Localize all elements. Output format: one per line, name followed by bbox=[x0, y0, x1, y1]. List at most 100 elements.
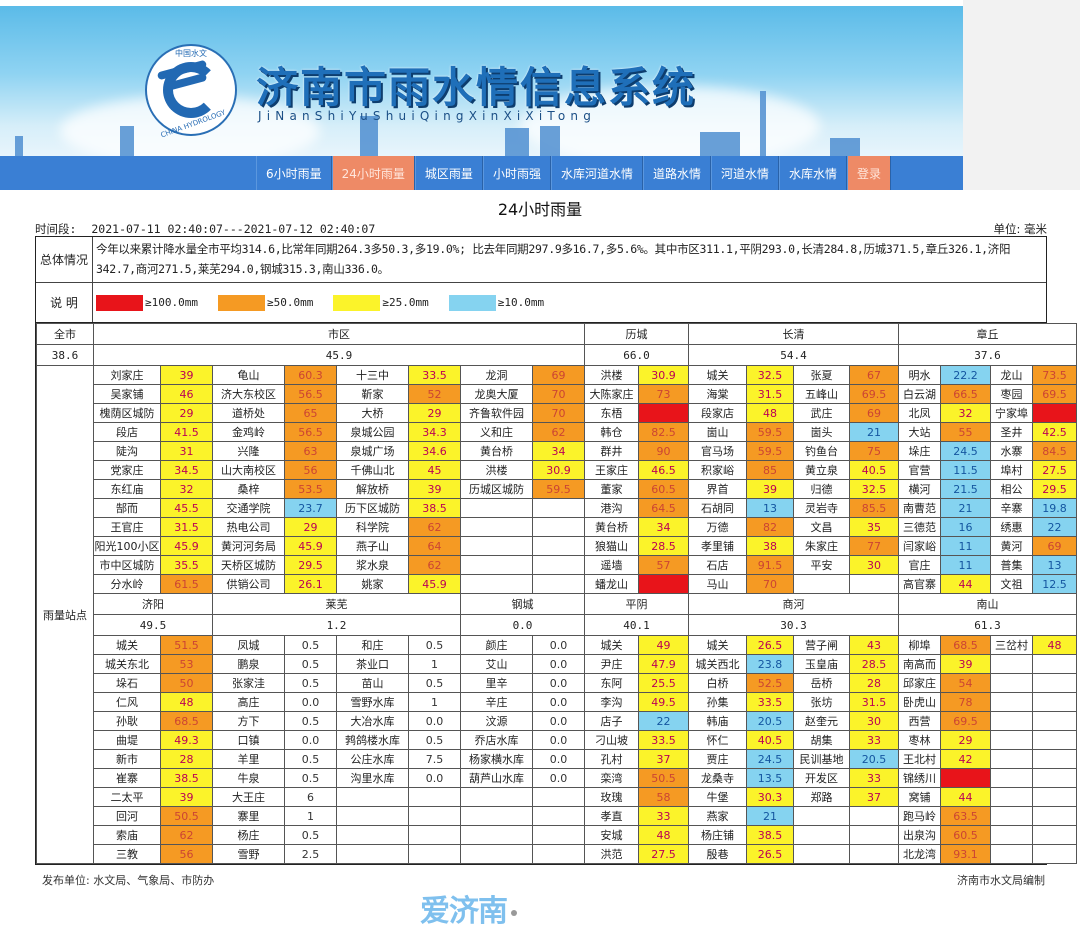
table-row: 城关 51.5 凤城 0.5 和庄 0.5 颜庄 0.0 城关 49 城关 26.5 营子闸 43 柳埠 68… bbox=[37, 635, 1077, 655]
station-name: 交通学院 bbox=[212, 498, 285, 518]
station-name: 积家峪 bbox=[688, 460, 747, 480]
watermark: 爱济南 bbox=[420, 886, 517, 930]
rainfall-value: 30.3 bbox=[746, 787, 794, 807]
legend-swatch-icon bbox=[217, 294, 265, 311]
rainfall-value: 1 bbox=[408, 654, 461, 674]
region-average: 37.6 bbox=[898, 344, 1077, 366]
station-name: 城关东北 bbox=[93, 654, 161, 674]
station-name: 绣惠 bbox=[990, 517, 1033, 537]
rainfall-value bbox=[1032, 787, 1077, 807]
main-nav: 6小时雨量 24小时雨量 城区雨量 小时雨强 水库河道水情 道路水情 河道水情 水库水情 登录 bbox=[0, 156, 963, 190]
rainfall-value: 29.5 bbox=[1032, 479, 1077, 499]
nav-tab[interactable]: 6小时雨量 bbox=[256, 156, 332, 190]
rainfall-value: 69.5 bbox=[1032, 384, 1077, 404]
rainfall-value: 48 bbox=[638, 825, 689, 845]
nav-tab[interactable]: 水库水情 bbox=[779, 156, 848, 190]
nav-tab[interactable]: 道路水情 bbox=[642, 156, 711, 190]
station-name bbox=[990, 844, 1033, 864]
rainfall-value: 28 bbox=[160, 749, 213, 769]
rainfall-value: 43 bbox=[849, 635, 899, 655]
station-name: 供销公司 bbox=[212, 574, 285, 594]
table-row: 新市 28 羊里 0.5 公庄水库 7.5 杨家横水库 0.0 孔村 37 贾庄 24.5 民训基地 20… bbox=[37, 749, 1077, 769]
rainfall-value: 68.5 bbox=[160, 711, 213, 731]
rainfall-value: 45 bbox=[408, 460, 461, 480]
station-name: 市中区城防 bbox=[93, 555, 161, 575]
station-name: 公庄水库 bbox=[336, 749, 409, 769]
station-name: 西营 bbox=[898, 711, 941, 731]
station-name: 普集 bbox=[990, 555, 1033, 575]
rainfall-value: 56 bbox=[284, 460, 337, 480]
station-name: 孙耿 bbox=[93, 711, 161, 731]
table-row: 回河 50.5 寨里 1 孝直 33 燕家 21 跑马岭 63.5 bbox=[37, 806, 1077, 826]
station-name: 白云湖 bbox=[898, 384, 941, 404]
rainfall-value: 34.5 bbox=[160, 460, 213, 480]
station-name: 南高而 bbox=[898, 654, 941, 674]
station-name: 山大南校区 bbox=[212, 460, 285, 480]
rainfall-value: 93.1 bbox=[940, 844, 991, 864]
skyline-decoration bbox=[760, 91, 766, 156]
station-name: 朱家庄 bbox=[793, 536, 850, 556]
rainfall-value: 42.5 bbox=[1032, 422, 1077, 442]
rainfall-value: 39 bbox=[160, 787, 213, 807]
publisher-note: 发布单位: 水文局、气象局、市防办 bbox=[42, 874, 215, 887]
table-row: 曲堤 49.3 口镇 0.0 鹁鸽楼水库 0.5 乔店水库 0.0 刁山坡 33.5 怀仁 40.5 胡… bbox=[37, 730, 1077, 750]
station-name: 文祖 bbox=[990, 574, 1033, 594]
station-name bbox=[460, 517, 533, 537]
station-name: 栾湾 bbox=[584, 768, 639, 788]
table-row: 三教 56 雪野 2.5 洪范 27.5 殷巷 26.5 北龙湾 93.1 bbox=[37, 844, 1077, 864]
station-name: 董家 bbox=[584, 479, 639, 499]
region-average: 66.0 bbox=[584, 344, 689, 366]
rainfall-value: 11.5 bbox=[940, 460, 991, 480]
rainfall-value: 30 bbox=[849, 711, 899, 731]
station-name: 苗山 bbox=[336, 673, 409, 693]
station-name: 济大东校区 bbox=[212, 384, 285, 404]
table-row: 雨量站点 刘家庄 39 龟山 60.3 十三中 33.5 龙洞 69 洪楼 30.9 城关 32.5 张夏… bbox=[36, 365, 1077, 864]
station-name: 凤城 bbox=[212, 635, 285, 655]
rainfall-value bbox=[532, 498, 585, 518]
station-name bbox=[793, 825, 850, 845]
rainfall-value: 21 bbox=[849, 422, 899, 442]
rainfall-value: 0.5 bbox=[284, 673, 337, 693]
station-name: 雪野水库 bbox=[336, 692, 409, 712]
rainfall-value: 20.5 bbox=[746, 711, 794, 731]
station-name: 官庄 bbox=[898, 555, 941, 575]
rainfall-value: 0.5 bbox=[284, 654, 337, 674]
station-name: 黄河河务局 bbox=[212, 536, 285, 556]
rainfall-value: 42 bbox=[940, 749, 991, 769]
rainfall-value: 24.5 bbox=[746, 749, 794, 769]
station-name: 锦绣川 bbox=[898, 768, 941, 788]
station-name: 遥墙 bbox=[584, 555, 639, 575]
nav-tab[interactable]: 城区雨量 bbox=[414, 156, 483, 190]
station-name bbox=[990, 711, 1033, 731]
station-name bbox=[990, 806, 1033, 826]
rainfall-value: 46.5 bbox=[638, 460, 689, 480]
table-row: 陡沟 31 兴隆 63 泉城广场 34.6 黄台桥 34 群井 90 官马场 59.5 钓鱼台 75 垛庄 2… bbox=[37, 441, 1077, 461]
rainfall-value bbox=[849, 806, 899, 826]
station-name bbox=[336, 787, 409, 807]
rainfall-value: 62 bbox=[532, 422, 585, 442]
rainfall-value bbox=[1032, 825, 1077, 845]
station-name: 张坊 bbox=[793, 692, 850, 712]
station-name: 东阿 bbox=[584, 673, 639, 693]
nav-tab[interactable]: 水库河道水情 bbox=[550, 156, 643, 190]
station-name: 白桥 bbox=[688, 673, 747, 693]
rainfall-value: 32.5 bbox=[746, 365, 794, 385]
station-name: 洪范 bbox=[584, 844, 639, 864]
nav-tab[interactable]: 小时雨强 bbox=[482, 156, 551, 190]
login-button[interactable]: 登录 bbox=[847, 156, 892, 190]
rainfall-value: 31.5 bbox=[849, 692, 899, 712]
station-name: 泉城广场 bbox=[336, 441, 409, 461]
station-name: 城关西北 bbox=[688, 654, 747, 674]
nav-tab[interactable]: 24小时雨量 bbox=[331, 156, 415, 190]
table-row: 仁风 48 高庄 0.0 雪野水库 1 辛庄 0.0 李沟 49.5 孙集 33.5 张坊 31.5 卧虎山… bbox=[37, 692, 1077, 712]
station-name: 三教 bbox=[93, 844, 161, 864]
station-name: 洪楼 bbox=[460, 460, 533, 480]
station-name bbox=[990, 654, 1033, 674]
rainfall-value: 12.5 bbox=[1032, 574, 1077, 594]
station-name: 海棠 bbox=[688, 384, 747, 404]
station-name: 崔寨 bbox=[93, 768, 161, 788]
station-name: 历下区城防 bbox=[336, 498, 409, 518]
rainfall-value: 0.0 bbox=[532, 635, 585, 655]
nav-tab[interactable]: 河道水情 bbox=[710, 156, 779, 190]
rainfall-value: 7.5 bbox=[408, 749, 461, 769]
